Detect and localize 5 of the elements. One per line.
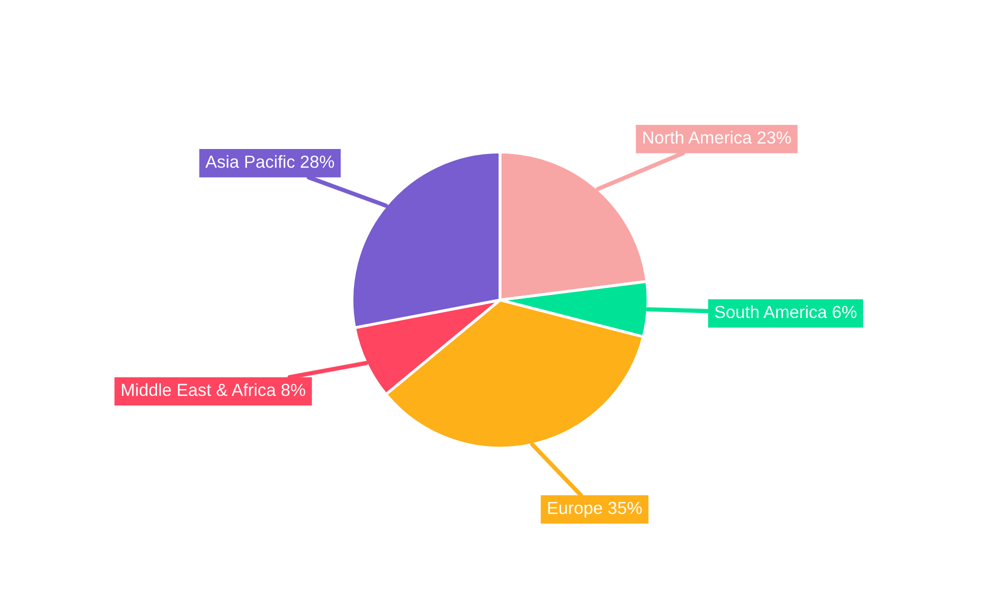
slice-label: Asia Pacific 28% xyxy=(205,155,334,168)
slice-label: Europe 35% xyxy=(548,502,642,518)
slice-label: North America 23% xyxy=(643,130,791,144)
slice-label: Middle East & Africa 8% xyxy=(122,383,306,396)
slice-label: South America 6% xyxy=(714,305,856,318)
